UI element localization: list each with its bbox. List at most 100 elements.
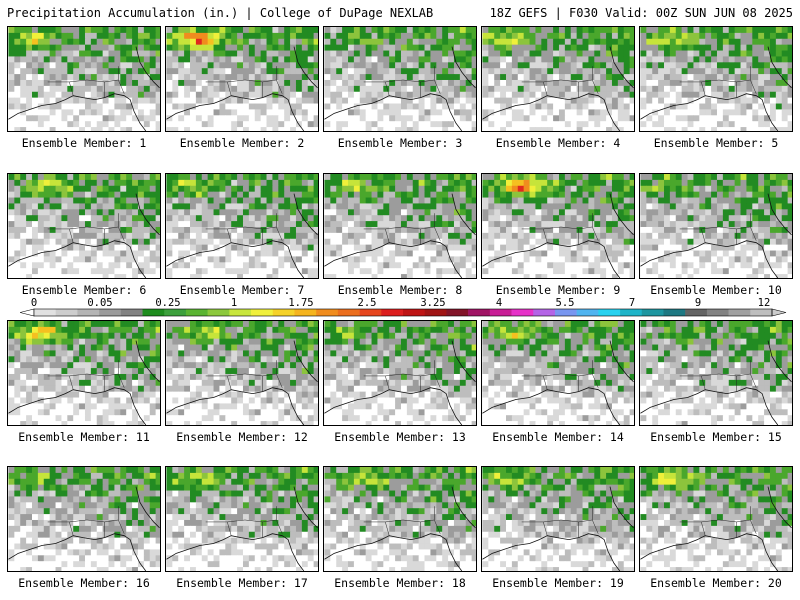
colorbar-swatch [316,309,339,316]
state-borders [521,66,599,98]
coastline [451,340,476,383]
ensemble-member-label: Ensemble Member: 10 [650,283,782,297]
colorbar-min-arrow [20,308,35,317]
state-borders [363,360,441,392]
ensemble-member-label: Ensemble Member: 12 [176,430,308,444]
colorbar-swatch [272,309,295,316]
colorbar-swatch [576,309,599,316]
state-borders [679,360,757,392]
colorbar-swatch [99,309,122,316]
coastline [135,340,160,383]
map-panel [323,26,477,132]
colorbar-tick-label: 4 [496,297,502,309]
state-borders [47,66,125,98]
ensemble-member-label: Ensemble Member: 16 [18,576,150,590]
precip-field [8,321,160,425]
ensemble-member-label: Ensemble Member: 5 [653,136,779,150]
state-borders [47,213,125,245]
coastline [166,387,305,425]
coastline [640,387,779,425]
state-borders [47,360,125,392]
state-borders [205,360,283,392]
ensemble-member-label: Ensemble Member: 3 [337,136,463,150]
precip-field [482,27,634,131]
colorbar-max-arrow [771,308,787,317]
colorbar-swatch [403,309,426,316]
colorbar-swatch [446,309,469,316]
colorbar-swatch [663,309,686,316]
ensemble-member-label: Ensemble Member: 9 [495,283,621,297]
coastline [293,193,318,236]
precip-field [8,467,160,571]
coastline [482,387,621,425]
state-borders [205,506,283,538]
coastline [8,387,147,425]
map-panel [481,320,635,426]
colorbar-tick-label: 5.5 [556,297,575,309]
colorbar-tick-label: 12 [758,297,771,309]
coastline [8,533,147,571]
colorbar-swatch [251,309,274,316]
coastline [640,240,779,278]
ensemble-member-label: Ensemble Member: 4 [495,136,621,150]
colorbar-tick-label: 2.5 [358,297,377,309]
precip-field [166,467,318,571]
state-borders [205,66,283,98]
map-panel [7,466,161,572]
map-panel [639,26,793,132]
coastline [609,46,634,89]
coastline [640,93,779,131]
map-panel [165,173,319,279]
map-panel [481,173,635,279]
colorbar-swatch [207,309,230,316]
colorbar-swatch [533,309,556,316]
map-title: Precipitation Accumulation (in.) | Colle… [7,6,434,20]
precip-field [482,321,634,425]
ensemble-member-label: Ensemble Member: 19 [492,576,624,590]
coastline [324,93,463,131]
state-borders [363,213,441,245]
colorbar-tick-label: 0.25 [155,297,180,309]
ensemble-member-label: Ensemble Member: 17 [176,576,308,590]
map-panel [481,26,635,132]
coastline [482,240,621,278]
coastline [640,533,779,571]
colorbar-swatch [55,309,78,316]
coastline [324,533,463,571]
colorbar-swatch [489,309,512,316]
precip-field [640,321,792,425]
coastline [166,93,305,131]
ensemble-member-label: Ensemble Member: 20 [650,576,782,590]
colorbar-tick-label: 1.75 [288,297,313,309]
precip-field [324,321,476,425]
coastline [166,533,305,571]
map-panel [165,466,319,572]
map-panel [165,26,319,132]
map-panel [7,26,161,132]
state-borders [47,506,125,538]
map-panel [481,466,635,572]
ensemble-member-label: Ensemble Member: 1 [21,136,147,150]
coastline [324,240,463,278]
coastline [8,93,147,131]
colorbar-swatch [77,309,100,316]
state-borders [679,66,757,98]
ensemble-member-label: Ensemble Member: 15 [650,430,782,444]
colorbar-swatch [142,309,165,316]
coastline [451,193,476,236]
run-valid-time: 18Z GEFS | F030 Valid: 00Z SUN JUN 08 20… [489,6,793,20]
coastline [767,46,792,89]
colorbar-tick-label: 1 [231,297,237,309]
coastline [609,340,634,383]
colorbar-swatch [750,309,773,316]
coastline [135,193,160,236]
coastline [767,340,792,383]
map-panel [639,466,793,572]
state-borders [521,506,599,538]
precip-field [166,174,318,278]
ensemble-member-label: Ensemble Member: 14 [492,430,624,444]
precip-field [324,27,476,131]
colorbar-tick-label: 0.05 [87,297,112,309]
colorbar-swatch [598,309,621,316]
colorbar-swatch [706,309,729,316]
